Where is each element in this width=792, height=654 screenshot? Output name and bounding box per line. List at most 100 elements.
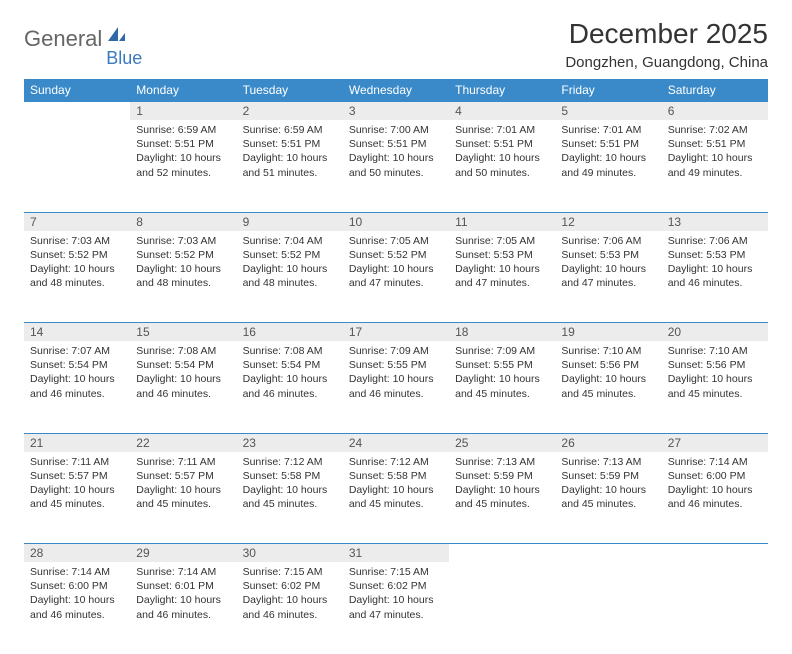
day-number-cell: 14: [24, 323, 130, 342]
sunset-text: Sunset: 5:52 PM: [136, 248, 230, 262]
sunrise-text: Sunrise: 7:13 AM: [455, 455, 549, 469]
day-data-cell: Sunrise: 7:12 AMSunset: 5:58 PMDaylight:…: [237, 452, 343, 544]
sunrise-text: Sunrise: 7:05 AM: [349, 234, 443, 248]
sunrise-text: Sunrise: 7:09 AM: [349, 344, 443, 358]
sunrise-text: Sunrise: 7:03 AM: [136, 234, 230, 248]
day-number-cell: 22: [130, 433, 236, 452]
sunset-text: Sunset: 5:55 PM: [349, 358, 443, 372]
weekday-header: Friday: [555, 79, 661, 102]
weekday-header: Tuesday: [237, 79, 343, 102]
sunset-text: Sunset: 5:57 PM: [30, 469, 124, 483]
weekday-header: Thursday: [449, 79, 555, 102]
day-number-cell: 6: [662, 102, 768, 121]
day-number-cell: 11: [449, 212, 555, 231]
day-data-cell: Sunrise: 7:01 AMSunset: 5:51 PMDaylight:…: [555, 120, 661, 212]
daylight-text: Daylight: 10 hours: [30, 372, 124, 386]
empty-cell: [662, 562, 768, 654]
day-number-cell: 12: [555, 212, 661, 231]
daylight-text: Daylight: 10 hours: [243, 262, 337, 276]
daylight-text: and 46 minutes.: [136, 608, 230, 622]
day-data-cell: Sunrise: 7:05 AMSunset: 5:52 PMDaylight:…: [343, 231, 449, 323]
day-number-row: 21222324252627: [24, 433, 768, 452]
daylight-text: and 45 minutes.: [349, 497, 443, 511]
sunrise-text: Sunrise: 7:08 AM: [136, 344, 230, 358]
sunset-text: Sunset: 5:54 PM: [30, 358, 124, 372]
daylight-text: Daylight: 10 hours: [243, 483, 337, 497]
daylight-text: Daylight: 10 hours: [349, 483, 443, 497]
day-data-row: Sunrise: 7:03 AMSunset: 5:52 PMDaylight:…: [24, 231, 768, 323]
day-data-row: Sunrise: 6:59 AMSunset: 5:51 PMDaylight:…: [24, 120, 768, 212]
day-data-cell: Sunrise: 7:10 AMSunset: 5:56 PMDaylight:…: [662, 341, 768, 433]
daylight-text: and 48 minutes.: [30, 276, 124, 290]
day-number-cell: 3: [343, 102, 449, 121]
daylight-text: and 45 minutes.: [561, 497, 655, 511]
day-data-cell: Sunrise: 7:13 AMSunset: 5:59 PMDaylight:…: [555, 452, 661, 544]
daylight-text: Daylight: 10 hours: [136, 483, 230, 497]
sunset-text: Sunset: 5:59 PM: [455, 469, 549, 483]
daylight-text: Daylight: 10 hours: [30, 593, 124, 607]
daylight-text: and 45 minutes.: [243, 497, 337, 511]
day-number-cell: 9: [237, 212, 343, 231]
sunrise-text: Sunrise: 7:13 AM: [561, 455, 655, 469]
day-number-cell: 8: [130, 212, 236, 231]
daylight-text: Daylight: 10 hours: [561, 372, 655, 386]
daylight-text: and 48 minutes.: [243, 276, 337, 290]
empty-cell: [449, 544, 555, 563]
calendar-table: SundayMondayTuesdayWednesdayThursdayFrid…: [24, 79, 768, 654]
daylight-text: Daylight: 10 hours: [136, 151, 230, 165]
day-number-cell: 26: [555, 433, 661, 452]
sunrise-text: Sunrise: 7:14 AM: [30, 565, 124, 579]
day-data-cell: Sunrise: 7:08 AMSunset: 5:54 PMDaylight:…: [237, 341, 343, 433]
day-data-row: Sunrise: 7:11 AMSunset: 5:57 PMDaylight:…: [24, 452, 768, 544]
daylight-text: and 45 minutes.: [668, 387, 762, 401]
day-number-cell: 20: [662, 323, 768, 342]
sunset-text: Sunset: 5:53 PM: [668, 248, 762, 262]
sunrise-text: Sunrise: 7:00 AM: [349, 123, 443, 137]
day-number-cell: 2: [237, 102, 343, 121]
daylight-text: Daylight: 10 hours: [455, 151, 549, 165]
empty-cell: [662, 544, 768, 563]
day-number-row: 14151617181920: [24, 323, 768, 342]
daylight-text: and 48 minutes.: [136, 276, 230, 290]
day-data-cell: Sunrise: 7:14 AMSunset: 6:00 PMDaylight:…: [24, 562, 130, 654]
sunrise-text: Sunrise: 7:09 AM: [455, 344, 549, 358]
sunset-text: Sunset: 5:57 PM: [136, 469, 230, 483]
day-number-cell: 23: [237, 433, 343, 452]
day-data-cell: Sunrise: 7:15 AMSunset: 6:02 PMDaylight:…: [237, 562, 343, 654]
day-data-cell: Sunrise: 7:13 AMSunset: 5:59 PMDaylight:…: [449, 452, 555, 544]
logo-text-general: General: [24, 26, 102, 52]
day-number-cell: 21: [24, 433, 130, 452]
day-number-cell: 13: [662, 212, 768, 231]
daylight-text: and 45 minutes.: [561, 387, 655, 401]
day-data-cell: Sunrise: 7:03 AMSunset: 5:52 PMDaylight:…: [24, 231, 130, 323]
day-data-cell: Sunrise: 7:08 AMSunset: 5:54 PMDaylight:…: [130, 341, 236, 433]
daylight-text: Daylight: 10 hours: [243, 593, 337, 607]
day-number-cell: 1: [130, 102, 236, 121]
daylight-text: and 45 minutes.: [455, 387, 549, 401]
daylight-text: and 45 minutes.: [30, 497, 124, 511]
day-data-cell: Sunrise: 7:06 AMSunset: 5:53 PMDaylight:…: [555, 231, 661, 323]
empty-cell: [24, 120, 130, 212]
sunset-text: Sunset: 5:54 PM: [136, 358, 230, 372]
daylight-text: Daylight: 10 hours: [349, 151, 443, 165]
daylight-text: Daylight: 10 hours: [349, 262, 443, 276]
weekday-header: Monday: [130, 79, 236, 102]
daylight-text: and 46 minutes.: [30, 387, 124, 401]
day-data-cell: Sunrise: 7:04 AMSunset: 5:52 PMDaylight:…: [237, 231, 343, 323]
sunset-text: Sunset: 5:51 PM: [136, 137, 230, 151]
sunset-text: Sunset: 5:55 PM: [455, 358, 549, 372]
day-data-cell: Sunrise: 7:12 AMSunset: 5:58 PMDaylight:…: [343, 452, 449, 544]
day-number-row: 78910111213: [24, 212, 768, 231]
sunrise-text: Sunrise: 7:08 AM: [243, 344, 337, 358]
day-data-cell: Sunrise: 7:01 AMSunset: 5:51 PMDaylight:…: [449, 120, 555, 212]
day-data-row: Sunrise: 7:14 AMSunset: 6:00 PMDaylight:…: [24, 562, 768, 654]
daylight-text: Daylight: 10 hours: [136, 262, 230, 276]
sunrise-text: Sunrise: 7:02 AM: [668, 123, 762, 137]
day-number-cell: 18: [449, 323, 555, 342]
logo: General Blue: [24, 18, 144, 59]
day-data-cell: Sunrise: 6:59 AMSunset: 5:51 PMDaylight:…: [237, 120, 343, 212]
sunrise-text: Sunrise: 7:05 AM: [455, 234, 549, 248]
day-number-cell: 29: [130, 544, 236, 563]
sunrise-text: Sunrise: 7:07 AM: [30, 344, 124, 358]
day-number-cell: 19: [555, 323, 661, 342]
